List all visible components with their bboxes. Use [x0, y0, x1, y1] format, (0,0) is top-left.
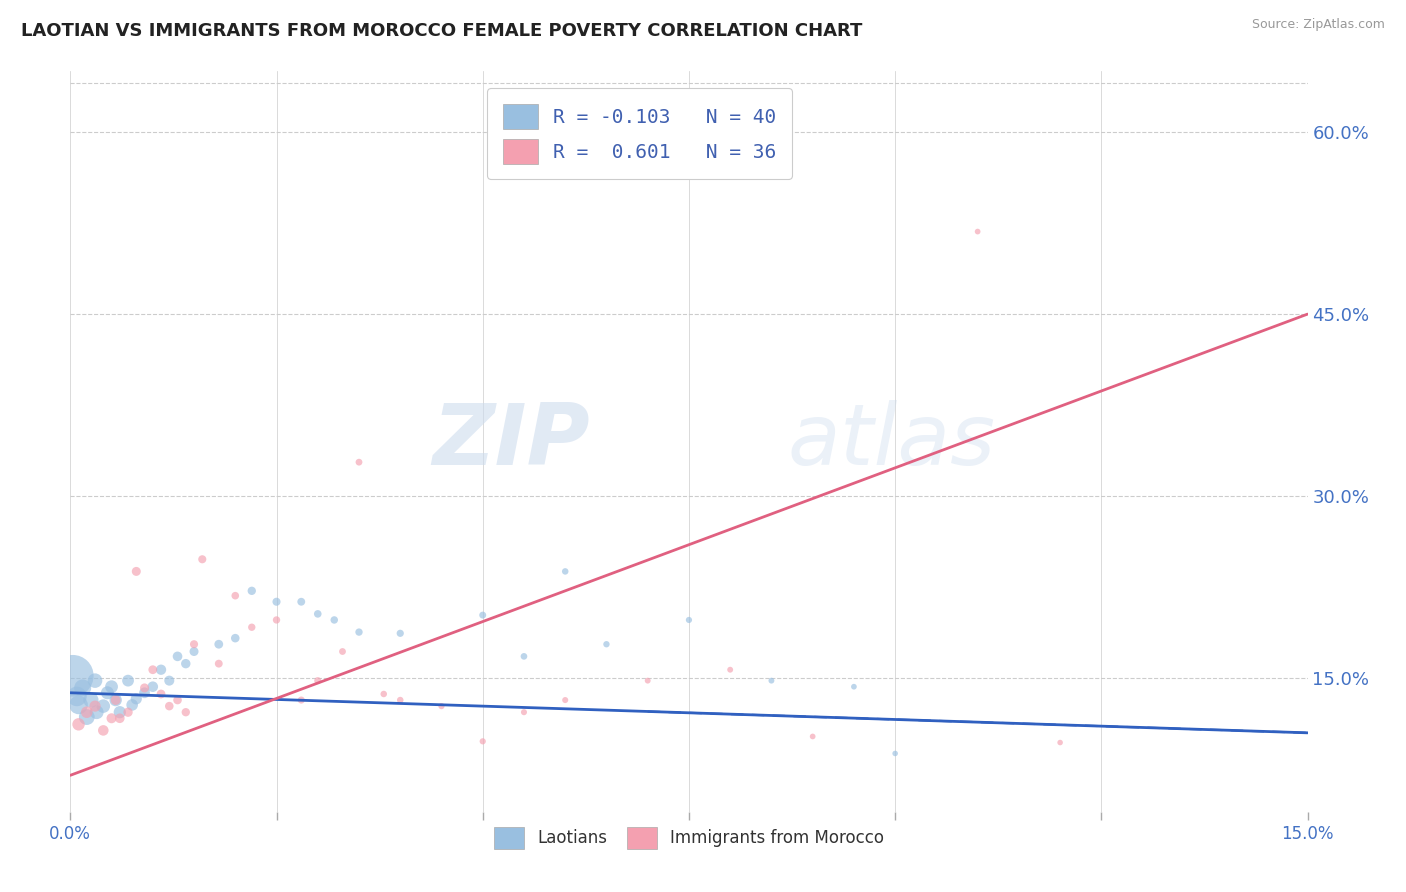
Point [125, 691, 148, 706]
Point [125, 565, 148, 579]
Point [471, 734, 494, 748]
Point [761, 673, 783, 688]
Point [801, 730, 824, 744]
Point [347, 625, 370, 640]
Point [157, 699, 180, 714]
Point [471, 608, 494, 623]
Point [104, 693, 127, 707]
Point [84, 699, 107, 714]
Point [66, 690, 89, 704]
Point [100, 680, 122, 694]
Point [86, 705, 108, 719]
Point [307, 607, 329, 621]
Point [157, 673, 180, 688]
Point [96, 686, 118, 700]
Point [142, 680, 165, 694]
Point [72, 681, 94, 695]
Point [174, 705, 197, 719]
Point [884, 747, 907, 761]
Point [76, 705, 98, 719]
Point [966, 225, 988, 239]
Point [430, 699, 453, 714]
Point [104, 693, 127, 707]
Point [554, 565, 576, 579]
Point [513, 705, 536, 719]
Point [84, 673, 107, 688]
Point [62, 669, 84, 683]
Point [290, 693, 312, 707]
Text: atlas: atlas [787, 400, 995, 483]
Point [208, 657, 231, 671]
Point [323, 613, 346, 627]
Point [208, 637, 231, 651]
Point [290, 595, 312, 609]
Point [91, 699, 114, 714]
Point [174, 657, 197, 671]
Point [67, 717, 90, 731]
Point [347, 455, 370, 469]
Point [100, 711, 122, 725]
Text: LAOTIAN VS IMMIGRANTS FROM MOROCCO FEMALE POVERTY CORRELATION CHART: LAOTIAN VS IMMIGRANTS FROM MOROCCO FEMAL… [21, 22, 862, 40]
Text: ZIP: ZIP [432, 400, 591, 483]
Text: Source: ZipAtlas.com: Source: ZipAtlas.com [1251, 18, 1385, 31]
Point [108, 705, 131, 719]
Point [513, 649, 536, 664]
Point [67, 698, 90, 712]
Point [117, 705, 139, 719]
Point [150, 663, 173, 677]
Point [1049, 735, 1071, 749]
Point [183, 644, 205, 658]
Point [637, 673, 659, 688]
Point [142, 663, 165, 677]
Point [80, 693, 103, 707]
Point [373, 687, 395, 701]
Point [224, 589, 246, 603]
Point [134, 686, 156, 700]
Point [91, 723, 114, 738]
Legend: Laotians, Immigrants from Morocco: Laotians, Immigrants from Morocco [486, 821, 891, 855]
Point [595, 637, 617, 651]
Point [121, 698, 143, 712]
Point [842, 680, 865, 694]
Point [134, 681, 156, 695]
Point [554, 693, 576, 707]
Point [266, 595, 288, 609]
Point [332, 644, 354, 658]
Point [108, 711, 131, 725]
Point [718, 663, 741, 677]
Point [183, 637, 205, 651]
Point [191, 552, 214, 566]
Point [150, 687, 173, 701]
Point [266, 613, 288, 627]
Point [678, 613, 700, 627]
Point [166, 693, 188, 707]
Point [307, 673, 329, 688]
Point [389, 693, 412, 707]
Point [240, 583, 263, 598]
Point [117, 673, 139, 688]
Point [166, 649, 188, 664]
Point [240, 620, 263, 634]
Point [76, 710, 98, 724]
Point [389, 626, 412, 640]
Point [224, 631, 246, 645]
